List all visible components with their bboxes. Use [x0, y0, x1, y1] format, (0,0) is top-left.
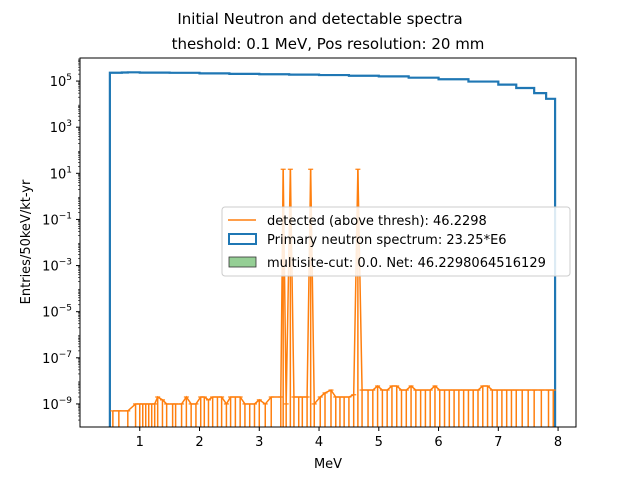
legend: detected (above thresh): 46.2298 Primary… — [221, 206, 571, 277]
series-primary-neutron-spectrum — [108, 71, 557, 427]
legend-swatch-primary — [228, 233, 257, 245]
y-axis: 105 103 101 10−1 10−3 10−5 10−7 10−9 — [42, 58, 80, 421]
y-tick-label: 10−9 — [42, 396, 72, 413]
x-tick-label: 6 — [434, 435, 442, 450]
legend-label-primary: Primary neutron spectrum: 23.25*E6 — [267, 233, 507, 248]
x-tick-label: 8 — [554, 435, 562, 450]
x-tick-label: 4 — [315, 435, 323, 450]
chart-title: Initial Neutron and detectable spectra — [177, 10, 462, 28]
x-tick-label: 2 — [195, 435, 203, 450]
legend-label-multisite: multisite-cut: 0.0. Net: 46.229806451612… — [267, 256, 546, 271]
legend-label-detected: detected (above thresh): 46.2298 — [267, 214, 487, 229]
legend-swatch-multisite — [228, 256, 257, 268]
x-axis: 1 2 3 4 5 6 7 8 — [136, 427, 562, 450]
y-tick-label: 10−1 — [42, 211, 72, 228]
x-tick-label: 3 — [255, 435, 263, 450]
axes-frame — [79, 57, 577, 428]
y-tick-label: 10−3 — [42, 258, 72, 275]
y-tick-label: 10−7 — [42, 350, 72, 367]
chart-subtitle: theshold: 0.1 MeV, Pos resolution: 20 mm — [172, 35, 485, 53]
x-axis-label: MeV — [314, 457, 342, 472]
y-tick-label: 101 — [50, 165, 72, 182]
x-tick-label: 7 — [494, 435, 502, 450]
legend-box — [221, 206, 571, 277]
y-axis-label: Entries/50keV/kt-yr — [19, 179, 34, 304]
y-tick-label: 105 — [50, 73, 72, 90]
x-tick-label: 1 — [136, 435, 144, 450]
x-tick-label: 5 — [375, 435, 383, 450]
y-tick-label: 103 — [50, 119, 72, 136]
series-layer — [108, 71, 557, 427]
y-tick-label: 10−5 — [42, 304, 72, 321]
